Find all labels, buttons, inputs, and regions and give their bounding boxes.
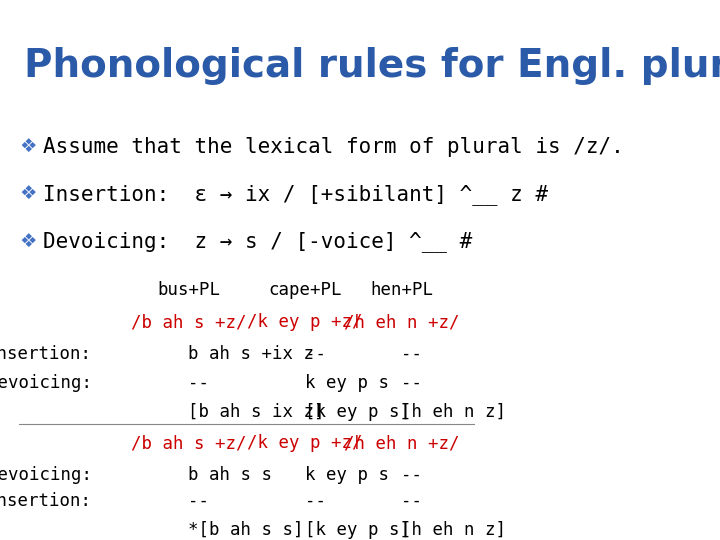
Text: /h eh n +z/: /h eh n +z/ [343,313,459,331]
Text: b ah s s: b ah s s [189,465,272,484]
Text: --: -- [402,345,423,363]
Text: ❖: ❖ [19,232,37,251]
Text: --: -- [402,374,423,391]
Text: devoicing:: devoicing: [0,374,91,391]
Text: Devoicing:  z → s / [-voice] ^__ #: Devoicing: z → s / [-voice] ^__ # [43,232,472,252]
Text: --: -- [402,492,423,510]
Text: --: -- [305,345,325,363]
Text: ❖: ❖ [19,184,37,203]
Text: --: -- [305,492,325,510]
Text: insertion:: insertion: [0,492,91,510]
Text: /k ey p +z/: /k ey p +z/ [247,434,362,452]
Text: insertion:: insertion: [0,345,91,363]
Text: ❖: ❖ [19,137,37,156]
Text: /b ah s +z/: /b ah s +z/ [131,434,246,452]
Text: k ey p s: k ey p s [305,465,389,484]
Text: bus+PL: bus+PL [157,281,220,300]
Text: [b ah s ix z]: [b ah s ix z] [189,402,325,421]
Text: Assume that the lexical form of plural is /z/.: Assume that the lexical form of plural i… [43,137,624,157]
Text: devoicing:: devoicing: [0,465,91,484]
Text: /b ah s +z/: /b ah s +z/ [131,313,246,331]
Text: [k ey p s]: [k ey p s] [305,402,410,421]
Text: b ah s +ix z: b ah s +ix z [189,345,315,363]
Text: --: -- [189,492,210,510]
Text: --: -- [189,374,210,391]
Text: --: -- [402,465,423,484]
Text: cape+PL: cape+PL [268,281,341,300]
Text: [h eh n z]: [h eh n z] [402,402,506,421]
Text: k ey p s: k ey p s [305,374,389,391]
Text: [k ey p s]: [k ey p s] [305,521,410,539]
Text: Phonological rules for Engl. plurals: Phonological rules for Engl. plurals [24,48,720,85]
Text: hen+PL: hen+PL [370,281,433,300]
Text: /h eh n +z/: /h eh n +z/ [343,434,459,452]
Text: *[b ah s s]: *[b ah s s] [189,521,304,539]
Text: Insertion:  ε → ix / [+sibilant] ^__ z #: Insertion: ε → ix / [+sibilant] ^__ z # [43,184,548,205]
Text: [h eh n z]: [h eh n z] [402,521,506,539]
Text: /k ey p +z/: /k ey p +z/ [247,313,362,331]
